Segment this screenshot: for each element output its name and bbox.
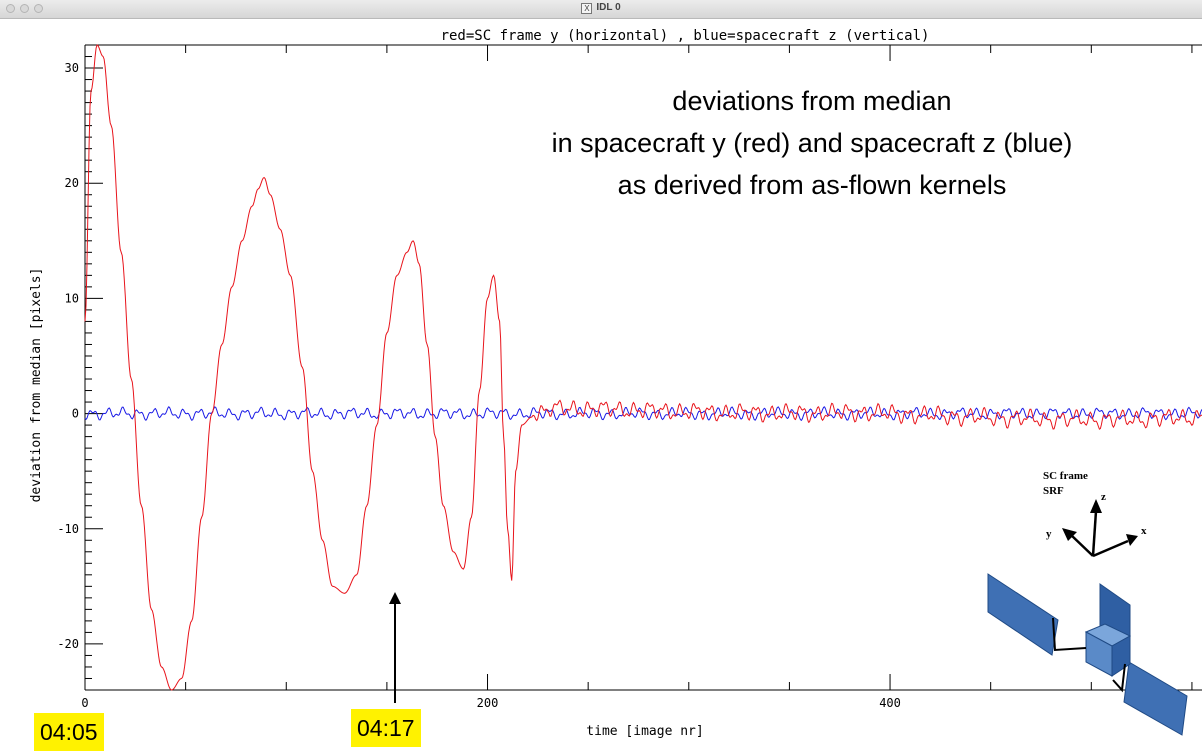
x-tick-label: 400 (879, 696, 901, 710)
y-tick-label: 0 (72, 407, 79, 421)
chart-title: red=SC frame y (horizontal) , blue=space… (441, 28, 930, 44)
chart-annotation: deviations from median in spacecraft y (… (552, 86, 1073, 200)
event-arrow (389, 592, 401, 703)
axis-label-z: z (1101, 491, 1106, 503)
frame-axes-icon (1062, 499, 1138, 558)
inset-title-line-1: SC frame (1043, 470, 1088, 482)
series-blue-line (84, 406, 1202, 421)
spacecraft-illustration (987, 573, 1188, 736)
chart-series (84, 44, 1202, 691)
window-titlebar: X IDL 0 (0, 0, 1202, 19)
x-tick-label: 0 (81, 696, 88, 710)
x-axis-label: time [image nr] (586, 724, 703, 739)
series-red-line (84, 44, 1202, 691)
annotation-line-3: as derived from as-flown kernels (618, 170, 1007, 200)
y-tick-label: 20 (65, 176, 79, 190)
event-time-label: 04:17 (351, 709, 421, 747)
y-tick-label: -10 (57, 522, 79, 536)
start-time-label: 04:05 (34, 713, 104, 751)
chart-axes: -20 -10 0 10 20 30 0 200 400 (57, 44, 1202, 710)
axis-label-x: x (1141, 525, 1147, 537)
x11-icon: X (581, 3, 593, 14)
y-axis-label: deviation from median [pixels] (29, 268, 44, 503)
zoom-window-button[interactable] (34, 4, 43, 13)
close-window-button[interactable] (6, 4, 15, 13)
sc-frame-inset: SC frame SRF z y x (987, 470, 1188, 736)
minimize-window-button[interactable] (20, 4, 29, 13)
annotation-line-2: in spacecraft y (red) and spacecraft z (… (552, 128, 1073, 158)
y-tick-label: 10 (65, 291, 79, 305)
y-tick-label: -20 (57, 637, 79, 651)
inset-title-line-2: SRF (1043, 485, 1064, 497)
axis-label-y: y (1046, 528, 1052, 540)
x-tick-label: 200 (477, 696, 499, 710)
y-tick-label: 30 (65, 61, 79, 75)
window-title: X IDL 0 (0, 2, 1202, 14)
annotation-line-1: deviations from median (672, 86, 951, 116)
